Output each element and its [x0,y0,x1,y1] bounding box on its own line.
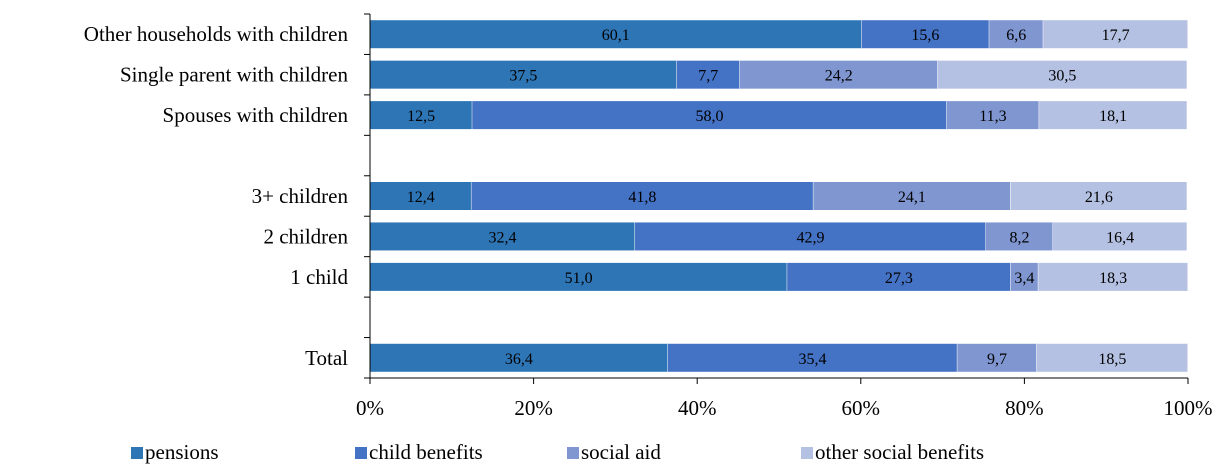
legend-label: child benefits [369,440,483,464]
x-tick-label: 100% [1164,396,1213,420]
bar-segment [787,262,1011,291]
category-label: Single parent with children [120,63,349,87]
category-label: 1 child [290,265,348,289]
bar-segment [370,343,668,372]
x-tick-label: 60% [842,396,881,420]
data-label: 12,4 [407,189,435,206]
data-label: 30,5 [1048,68,1076,85]
bar-segment [370,182,472,210]
data-label: 8,2 [1009,229,1029,246]
bar-segment [1039,101,1188,130]
bar-segment [1038,262,1188,291]
bar-segment [739,60,938,89]
data-label: 21,6 [1085,189,1113,206]
bar-segment [985,222,1054,251]
data-label: 18,3 [1099,270,1127,287]
legend-swatch [131,447,143,459]
data-label: 51,0 [565,270,593,287]
legend-label: pensions [145,440,219,464]
bars-group: 60,1 15,6 6,6 17,7 37,5 7,7 24,2 30,5 12,5 58,0 11… [370,20,1189,372]
data-label: 6,6 [1006,27,1026,44]
data-label: 27,3 [885,270,913,287]
bar-segment [667,343,958,372]
data-label: 18,1 [1099,108,1127,125]
x-tick-label: 40% [678,396,717,420]
bar-segment [370,101,473,130]
bar-segment [472,101,947,130]
data-label: 12,5 [407,108,435,125]
data-label: 15,6 [911,27,939,44]
bar-segment [946,101,1040,130]
bar-segment [989,20,1044,49]
data-label: 60,1 [602,27,630,44]
data-label: 9,7 [987,351,1007,368]
category-label: 3+ children [252,184,349,208]
legend-swatch [801,447,813,459]
category-label: Spouses with children [163,103,349,127]
data-label: 18,5 [1098,351,1126,368]
x-tick-label: 20% [514,396,553,420]
data-label: 37,5 [509,68,537,85]
data-label: 58,0 [695,108,723,125]
bar-segment [1036,343,1188,372]
bar-segment [861,20,990,49]
data-label: 24,1 [898,189,926,206]
data-label: 16,4 [1106,229,1134,246]
bar-segment [1010,182,1188,210]
x-tick-label: 0% [356,396,384,420]
bar-segment [1053,222,1188,251]
legend-swatch [567,447,579,459]
data-label: 17,7 [1102,27,1130,44]
legend-label: other social benefits [815,440,984,464]
category-label: 2 children [263,224,348,248]
axes-group: Other households with children Single par… [84,13,1213,420]
data-label: 7,7 [698,68,718,85]
bar-segment [471,182,814,210]
bar-segment [813,182,1011,210]
x-tick-label: 80% [1005,396,1044,420]
data-label: 3,4 [1014,270,1034,287]
data-label: 42,9 [796,229,824,246]
bar-segment [370,262,788,291]
legend-swatch [355,447,367,459]
data-label: 35,4 [799,351,827,368]
bar-segment [370,222,636,251]
bar-segment [370,60,677,89]
data-label: 32,4 [489,229,517,246]
bar-segment [370,20,862,49]
bar-segment [957,343,1037,372]
bar-segment [937,60,1188,89]
data-label: 36,4 [505,351,533,368]
bar-segment [1043,20,1188,49]
data-label: 11,3 [979,108,1006,125]
data-label: 41,8 [628,189,656,206]
data-label: 24,2 [825,68,853,85]
legend-label: social aid [581,440,661,464]
bar-segment [676,60,740,89]
bar-segment [635,222,986,251]
bar-segment [1010,262,1039,291]
category-label: Other households with children [84,22,349,46]
category-label: Total [305,346,348,370]
legend: pensions child benefits social aid other so… [131,440,984,464]
